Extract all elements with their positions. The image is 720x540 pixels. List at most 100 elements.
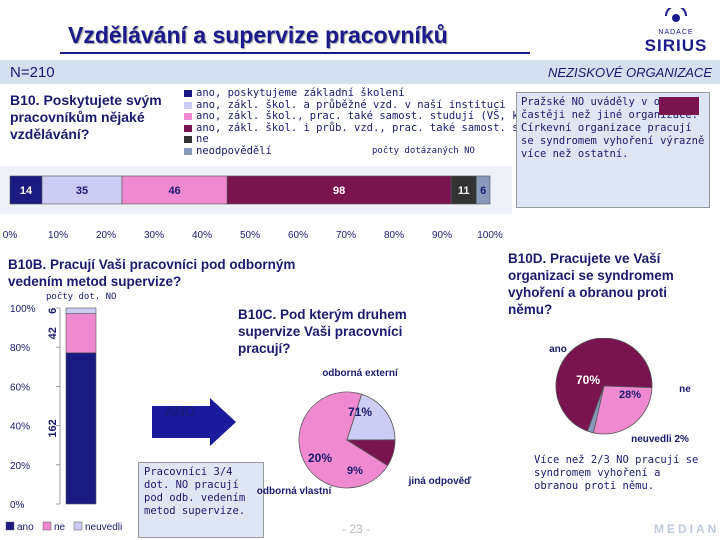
logo-top: NADACE (658, 29, 694, 36)
legend-item: ano, zákl. škol. i průb. vzd., prac. tak… (184, 121, 557, 135)
legend-swatch (184, 101, 192, 109)
legend-label: ano (17, 522, 34, 533)
x-tick-label: 70% (336, 230, 356, 241)
bar-segment (475, 175, 491, 205)
y-tick-label: 20% (10, 461, 30, 472)
x-tick-label: 20% (96, 230, 116, 241)
x-tick-label: 100% (477, 230, 503, 241)
x-tick-label: 0% (3, 230, 18, 241)
category-label: odborná vlastní (257, 486, 333, 497)
legend-swatch (5, 521, 15, 531)
x-tick-label: 90% (432, 230, 452, 241)
q10-stacked-bar-chart: 14 35 46 98 11 60% 10% 20% 30% 40% 50% 60% 70% 80% 90%… (0, 166, 512, 241)
y-tick-label: 60% (10, 382, 30, 393)
data-label: 46 (168, 185, 180, 197)
category-label: jiná odpověď (408, 476, 473, 487)
y-tick-label: 0% (10, 500, 25, 511)
data-label: 11 (458, 185, 470, 197)
q10-question: B10. Poskytujete svým pracovníkům nějaké… (10, 92, 162, 142)
q10c-question: B10C. Pod kterým druhem supervize Vaši p… (238, 307, 407, 356)
bar-segment (65, 352, 97, 505)
legend-swatch (184, 90, 192, 98)
pie-slice (587, 385, 605, 434)
legend-label: ano, zákl. škol. i průb. vzd., prac. tak… (196, 121, 557, 134)
q10-note: počty dotázaných NO (372, 146, 475, 156)
bar-segment (41, 175, 123, 205)
info-band: N=210 NEZISKOVÉ ORGANIZACE (0, 60, 720, 84)
x-tick-label: 40% (192, 230, 212, 241)
category-label: odborná externí (322, 368, 399, 379)
legend-swatch (184, 147, 192, 155)
legend-swatch (184, 136, 192, 144)
legend-swatch (42, 521, 52, 531)
legend-label: ano, poskytujeme základní školení (196, 87, 405, 99)
legend-item: ne (184, 133, 556, 146)
legend-label: ano, zákl. škol., prac. také samost. stu… (196, 110, 551, 122)
q10b-stacked-column-chart: 0% 20% 40% 60% 80% 100% 162 42 6 ano ne neuvedli (5, 304, 122, 533)
legend-item: ano, poskytujeme základní školení (184, 87, 556, 100)
logo: NADACE SIRIUS (640, 5, 712, 56)
x-tick-label: 80% (384, 230, 404, 241)
logo-bottom: SIRIUS (644, 36, 708, 55)
category-label: neuvedli 2% (631, 434, 689, 445)
category-label: ne (679, 384, 691, 395)
legend-label: ne (54, 522, 66, 533)
q10-info-text: Pražské NO uváděly v ot. B10 častěji než… (521, 96, 705, 160)
segment-label: NEZISKOVÉ ORGANIZACE (548, 65, 712, 80)
data-label: 42 (47, 327, 59, 339)
arrow-icon (152, 398, 236, 446)
data-label: 14 (20, 185, 33, 197)
q10-box-swatch (659, 97, 699, 115)
legend-swatch (73, 521, 83, 531)
legend-label: ne (196, 133, 209, 145)
logo-mark-icon (665, 5, 687, 22)
q10d-info-box: Více než 2/3 NO pracují se syndromem vyh… (534, 454, 699, 492)
bar-segment (65, 313, 97, 354)
q10b-question: B10B. Pracují Vaši pracovníci pod odborn… (8, 257, 296, 289)
data-label: 9% (347, 465, 363, 477)
arrow-label: ANO (165, 403, 196, 419)
legend-label: neuvedli (85, 522, 122, 533)
y-tick-label: 40% (10, 422, 30, 433)
page-number: - 23 - (342, 522, 371, 536)
data-label: 35 (76, 185, 88, 197)
x-tick-label: 30% (144, 230, 164, 241)
title-underline (60, 52, 530, 54)
sample-size: N=210 (10, 64, 55, 81)
data-label: 28% (619, 389, 641, 401)
data-label: 70% (576, 373, 600, 387)
pie-slice (555, 338, 653, 432)
x-tick-label: 50% (240, 230, 260, 241)
x-tick-label: 10% (48, 230, 68, 241)
legend-swatch (184, 113, 192, 121)
q10-info-box: Pražské NO uváděly v ot. B10 častěji než… (516, 92, 710, 208)
legend-swatch (184, 124, 192, 132)
q10b-note: počty dot. NO (46, 292, 117, 302)
y-tick-label: 100% (10, 304, 36, 315)
q10d-pie-chart: ano 70% 28% ne neuvedli 2% (549, 338, 691, 445)
legend-label: ano, zákl. škol. a průběžné vzd. v naší … (196, 98, 506, 111)
pie-slice (592, 385, 653, 435)
q10b-info-box: Pracovníci 3/4 dot. NO pracují pod odb. … (138, 462, 264, 538)
data-label: 71% (348, 405, 372, 419)
data-label: 20% (308, 451, 332, 465)
bar-segment (121, 175, 228, 205)
pie-slice (298, 391, 389, 489)
q10-legend: ano, poskytujeme základní školení ano, zá… (184, 87, 557, 158)
legend-item: neodpovědělí (184, 144, 556, 158)
pie-slice (346, 393, 396, 441)
x-tick-label: 60% (288, 230, 308, 241)
data-label: 6 (480, 185, 486, 197)
y-tick-label: 80% (10, 343, 30, 354)
bar-segment (9, 175, 43, 205)
legend-item: ano, zákl. škol., prac. také samost. stu… (184, 110, 556, 123)
page-title: Vzdělávání a supervize pracovníků (68, 22, 448, 48)
q10d-question: B10D. Pracujete ve Vaší organizaci se sy… (508, 251, 674, 317)
q10c-pie-chart: odborná externí 71% odborná vlastní jiná od… (257, 368, 473, 497)
bar-segment (65, 307, 97, 314)
legend-label: neodpovědělí (196, 144, 272, 157)
legend-item: ano, zákl. škol. a průběžné vzd. v naší … (184, 98, 556, 112)
data-label: 6 (47, 308, 59, 314)
data-label: 162 (47, 419, 59, 437)
footer-brand: MEDIAN (654, 522, 720, 536)
